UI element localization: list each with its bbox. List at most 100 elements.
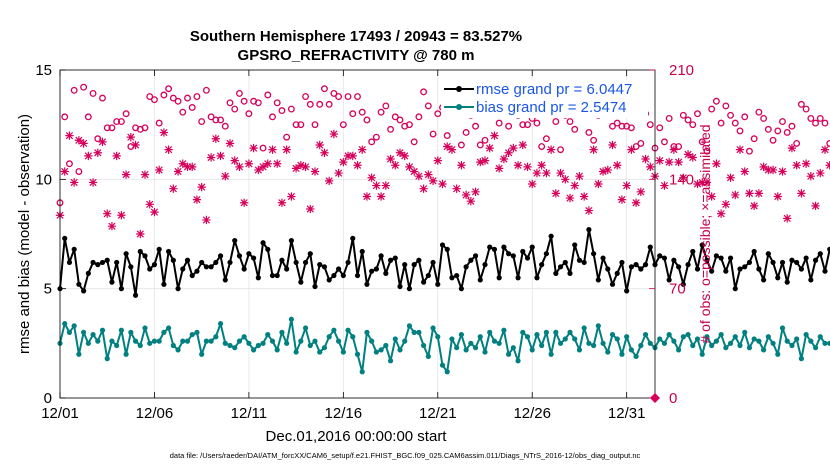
- bias-point: [199, 351, 205, 357]
- obs-assimilated-point: [93, 148, 102, 157]
- rmse-point: [109, 279, 115, 285]
- obs-possible-point: [722, 102, 730, 110]
- rmse-point: [761, 277, 767, 283]
- obs-possible-point: [273, 99, 281, 107]
- rmse-point: [232, 237, 238, 244]
- obs-assimilated-point: [683, 150, 693, 159]
- obs-assimilated-point: [594, 179, 603, 189]
- obs-assimilated-point: [79, 139, 88, 148]
- obs-possible-point: [193, 93, 201, 101]
- rmse-point: [628, 264, 634, 270]
- bias-point: [742, 329, 748, 335]
- obs-assimilated-point: [565, 193, 575, 203]
- obs-possible-point: [741, 113, 749, 121]
- obs-possible-point: [372, 133, 380, 141]
- bias-point: [600, 340, 606, 346]
- bias-point: [794, 336, 800, 342]
- y-tick-label-right: 0: [669, 390, 677, 407]
- obs-possible-point: [750, 135, 758, 143]
- obs-assimilated-point: [112, 151, 121, 161]
- bias-point: [647, 340, 653, 346]
- bias-point: [364, 329, 370, 335]
- obs-possible-point: [146, 93, 154, 101]
- bias-point: [227, 342, 233, 349]
- rmse-point: [251, 255, 257, 261]
- bias-point: [524, 334, 531, 340]
- bias-point: [709, 342, 715, 349]
- rmse-point: [775, 275, 781, 281]
- obs-assimilated-point: [140, 170, 150, 179]
- bias-point: [501, 327, 507, 333]
- obs-possible-point: [472, 122, 480, 130]
- obs-possible-point: [764, 125, 772, 133]
- rmse-point: [718, 255, 724, 261]
- obs-possible-point: [505, 122, 513, 130]
- bias-point: [184, 338, 191, 344]
- bias-point: [477, 334, 483, 340]
- obs-possible-point: [278, 107, 286, 115]
- rmse-point: [199, 259, 205, 266]
- rmse-point: [95, 262, 101, 268]
- bias-point: [642, 331, 649, 338]
- bias-point: [293, 349, 299, 355]
- obs-possible-point: [755, 108, 763, 116]
- obs-assimilated-point: [334, 168, 343, 178]
- obs-possible-point: [779, 118, 786, 125]
- obs-possible-point: [632, 143, 640, 150]
- obs-possible-point: [783, 129, 791, 136]
- obs-assimilated-point: [721, 200, 730, 209]
- obs-possible-point: [387, 125, 395, 133]
- obs-possible-point: [420, 88, 428, 96]
- legend-bias-marker: [456, 104, 462, 110]
- rmse-point: [312, 283, 318, 290]
- bias-point: [312, 338, 318, 344]
- rmse-point: [104, 257, 110, 263]
- obs-possible-point: [684, 116, 692, 124]
- obs-possible-point: [557, 146, 565, 154]
- obs-assimilated-point: [646, 162, 655, 171]
- obs-possible-point: [476, 141, 484, 149]
- rmse-point: [633, 262, 639, 268]
- rmse-point: [756, 266, 762, 272]
- rmse-point: [269, 272, 276, 279]
- bias-point: [817, 334, 823, 340]
- obs-assimilated-point: [329, 129, 339, 139]
- rmse-point: [317, 262, 323, 268]
- bias-point: [633, 353, 639, 360]
- rmse-point: [298, 279, 304, 285]
- rmse-point: [411, 262, 417, 268]
- obs-possible-point: [405, 121, 413, 129]
- legend: rmse grand pr = 6.0447 bias grand pr = 2…: [441, 80, 648, 118]
- rmse-point: [553, 270, 559, 276]
- obs-assimilated-point: [386, 154, 395, 164]
- bias-point: [435, 334, 441, 340]
- obs-possible-point: [821, 119, 829, 127]
- obs-possible-point: [150, 96, 158, 104]
- obs-assimilated-point: [358, 145, 367, 154]
- rmse-point: [690, 248, 696, 255]
- rmse-point: [227, 259, 233, 266]
- bias-point: [156, 338, 162, 344]
- rmse-point: [694, 266, 701, 272]
- chart-title-line2: GPSRO_REFRACTIVITY @ 780 m: [238, 47, 475, 64]
- obs-possible-point: [566, 118, 574, 125]
- rmse-point: [416, 257, 422, 263]
- rmse-point: [331, 272, 337, 279]
- bias-point: [203, 338, 209, 344]
- bias-point: [416, 329, 422, 335]
- obs-assimilated-point: [461, 190, 471, 200]
- rmse-point: [359, 248, 365, 255]
- rmse-point: [798, 266, 804, 272]
- axis-ticks: 12/01 12/06 12/11 12/16 12/21 12/26 12/31 0 5 10 1…: [35, 62, 694, 422]
- obs-assimilated-point: [617, 195, 627, 204]
- rmse-point: [680, 281, 686, 287]
- obs-possible-point: [283, 133, 291, 141]
- bias-point: [265, 331, 271, 338]
- obs-possible-point: [802, 105, 810, 113]
- rmse-point: [501, 244, 507, 250]
- bias-point: [784, 338, 790, 344]
- bias-point: [520, 329, 526, 335]
- rmse-point: [543, 251, 549, 257]
- rmse-point: [472, 253, 479, 259]
- bias-point: [62, 321, 68, 327]
